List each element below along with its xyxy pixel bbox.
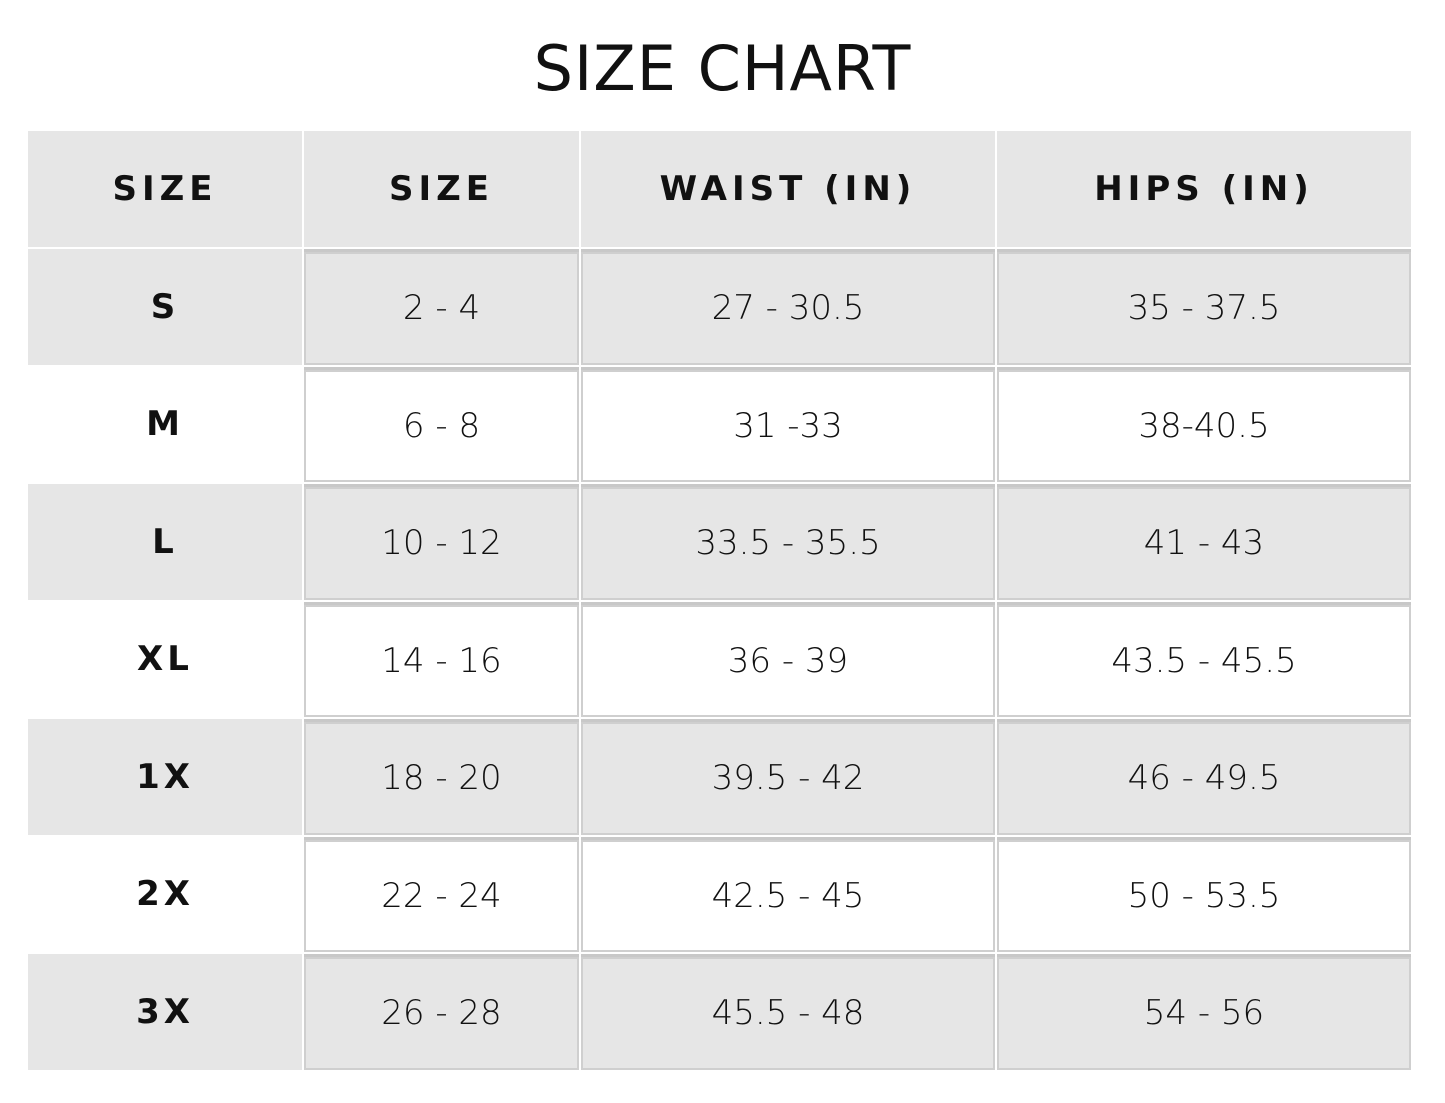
hips-cell: 46 - 49.5 (997, 719, 1411, 835)
size-cell: M (28, 366, 302, 482)
waist-cell: 31 -33 (581, 366, 995, 482)
waist-cell: 45.5 - 48 (581, 954, 995, 1070)
size-number-cell: 10 - 12 (304, 484, 579, 600)
size-cell: S (28, 249, 302, 365)
page-title: SIZE CHART (533, 32, 912, 105)
size-number-cell: 18 - 20 (304, 719, 579, 835)
size-number-cell: 6 - 8 (304, 366, 579, 482)
size-cell: XL (28, 601, 302, 717)
size-cell: 2X (28, 836, 302, 952)
waist-cell: 42.5 - 45 (581, 836, 995, 952)
hips-cell: 50 - 53.5 (997, 836, 1411, 952)
size-number-cell: 22 - 24 (304, 836, 579, 952)
hips-cell: 38-40.5 (997, 366, 1411, 482)
hips-cell: 43.5 - 45.5 (997, 601, 1411, 717)
waist-cell: 39.5 - 42 (581, 719, 995, 835)
size-number-cell: 2 - 4 (304, 249, 579, 365)
size-cell: L (28, 484, 302, 600)
waist-cell: 36 - 39 (581, 601, 995, 717)
size-number-cell: 26 - 28 (304, 954, 579, 1070)
hips-cell: 35 - 37.5 (997, 249, 1411, 365)
hips-cell: 41 - 43 (997, 484, 1411, 600)
waist-cell: 27 - 30.5 (581, 249, 995, 365)
hips-cell: 54 - 56 (997, 954, 1411, 1070)
size-cell: 3X (28, 954, 302, 1070)
size-number-cell: 14 - 16 (304, 601, 579, 717)
header-size-number: SIZE (304, 131, 579, 247)
header-waist: WAIST (IN) (581, 131, 995, 247)
size-cell: 1X (28, 719, 302, 835)
header-hips: HIPS (IN) (997, 131, 1411, 247)
waist-cell: 33.5 - 35.5 (581, 484, 995, 600)
header-size: SIZE (28, 131, 302, 247)
